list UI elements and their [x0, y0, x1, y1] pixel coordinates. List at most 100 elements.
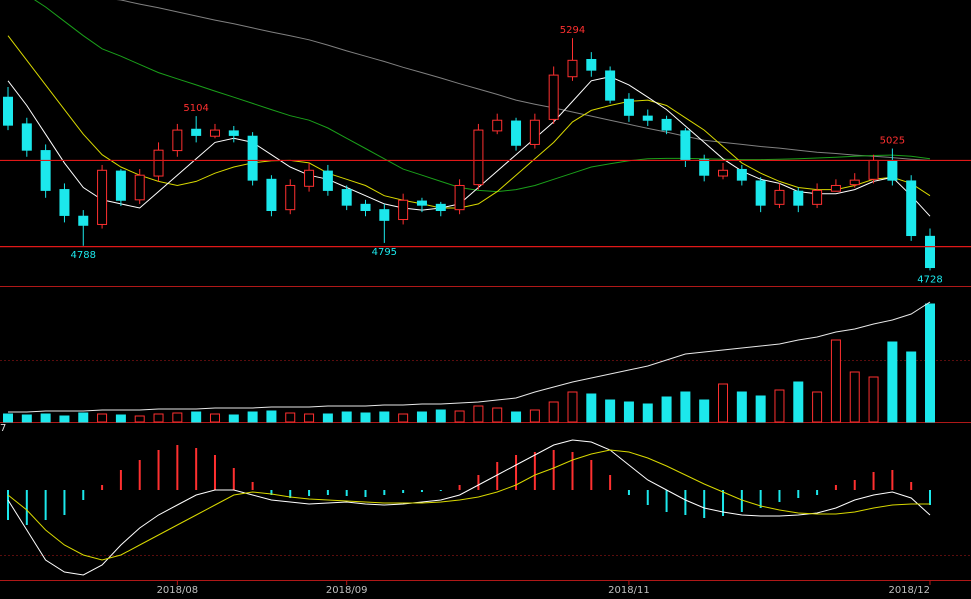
volume-bar	[887, 341, 898, 423]
volume-bar	[59, 415, 70, 423]
candle-body	[661, 118, 672, 131]
volume-bar	[228, 414, 239, 423]
volume-bar	[285, 412, 296, 423]
candle-body	[228, 130, 239, 136]
volume-bar	[40, 413, 51, 423]
volume-bar	[21, 414, 32, 423]
volume-bar	[97, 413, 108, 423]
high-label: 5104	[183, 103, 208, 114]
candle-body	[511, 120, 522, 146]
candle-body	[172, 129, 183, 152]
volume-bar	[191, 411, 202, 423]
candle-body	[567, 59, 578, 78]
candle-body	[736, 168, 747, 181]
volume-bar	[473, 405, 484, 423]
volume-bar	[793, 381, 804, 423]
candle-body	[435, 203, 446, 211]
candle-body	[285, 184, 296, 211]
volume-bar	[492, 407, 503, 423]
candle-body	[153, 149, 164, 177]
volume-bar	[680, 391, 691, 423]
candle-body	[925, 235, 935, 269]
volume-bar	[247, 411, 258, 423]
volume-bar	[605, 399, 616, 423]
volume-bar	[529, 409, 540, 423]
volume-scale-label: 7	[0, 423, 6, 434]
volume-bar	[78, 412, 89, 423]
candle-body	[21, 123, 32, 151]
volume-bar	[718, 383, 729, 423]
candle-body	[379, 209, 390, 221]
candle-body	[492, 119, 503, 132]
volume-bar	[435, 409, 446, 423]
volume-bar	[172, 412, 183, 423]
candle-body	[97, 169, 108, 225]
candle-body	[115, 170, 126, 201]
volume-bar	[661, 396, 672, 423]
volume-bar	[454, 410, 465, 423]
x-tick-label: 2018/08	[157, 585, 199, 596]
volume-bar	[416, 411, 427, 423]
volume-bar	[379, 411, 390, 423]
volume-bar	[304, 413, 315, 423]
moving-average	[33, 0, 931, 193]
candle-body	[755, 180, 766, 206]
volume-bar	[774, 389, 785, 423]
volume-bar	[906, 351, 917, 423]
candle-body	[360, 203, 371, 211]
volume-bar	[699, 399, 710, 423]
candle-body	[40, 150, 51, 191]
candle-body	[793, 190, 804, 206]
candle-body	[529, 119, 540, 145]
candle-body	[868, 159, 879, 180]
candle-body	[191, 128, 202, 136]
x-tick-label: 2018/09	[326, 585, 368, 596]
volume-bar	[341, 411, 352, 423]
moving-average	[7, 35, 931, 209]
volume-bar	[322, 413, 333, 423]
volume-bar	[115, 414, 126, 423]
candle-body	[623, 98, 634, 116]
candle-body	[718, 169, 729, 177]
low-label: 4728	[917, 274, 942, 285]
volume-bar	[548, 401, 559, 423]
candle-body	[680, 130, 691, 161]
candle-body	[416, 200, 427, 206]
candle-body	[906, 180, 917, 237]
volume-bar	[360, 412, 371, 423]
volume-bar	[398, 413, 409, 423]
volume-bar	[567, 391, 578, 423]
moving-average	[116, 0, 931, 161]
volume-line	[8, 301, 931, 413]
candle-body	[548, 74, 559, 120]
macd-dif	[7, 439, 931, 576]
volume-bar	[755, 395, 766, 423]
candle-body	[586, 58, 597, 71]
candle-body	[78, 215, 89, 226]
volume-bar	[586, 393, 597, 423]
volume-bar	[511, 411, 522, 423]
candle-body	[322, 170, 333, 191]
candle-body	[266, 178, 277, 211]
x-tick-label: 2018/11	[608, 585, 650, 596]
high-label: 5294	[560, 25, 585, 36]
volume-bar	[209, 413, 220, 423]
volume-bar	[830, 339, 841, 423]
volume-bar	[3, 413, 13, 423]
candle-body	[605, 70, 616, 101]
price-panel	[3, 0, 935, 271]
low-label: 4795	[372, 247, 397, 258]
candle-body	[134, 174, 145, 201]
volume-bar	[623, 401, 634, 423]
candle-body	[473, 129, 484, 186]
candle-body	[774, 189, 785, 205]
volume-bar	[868, 376, 879, 423]
candle-body	[812, 189, 823, 205]
macd-dea	[7, 449, 930, 561]
candle-body	[247, 135, 258, 181]
candle-body	[304, 169, 315, 187]
low-label: 4788	[71, 250, 96, 261]
high-label: 5025	[880, 136, 905, 147]
